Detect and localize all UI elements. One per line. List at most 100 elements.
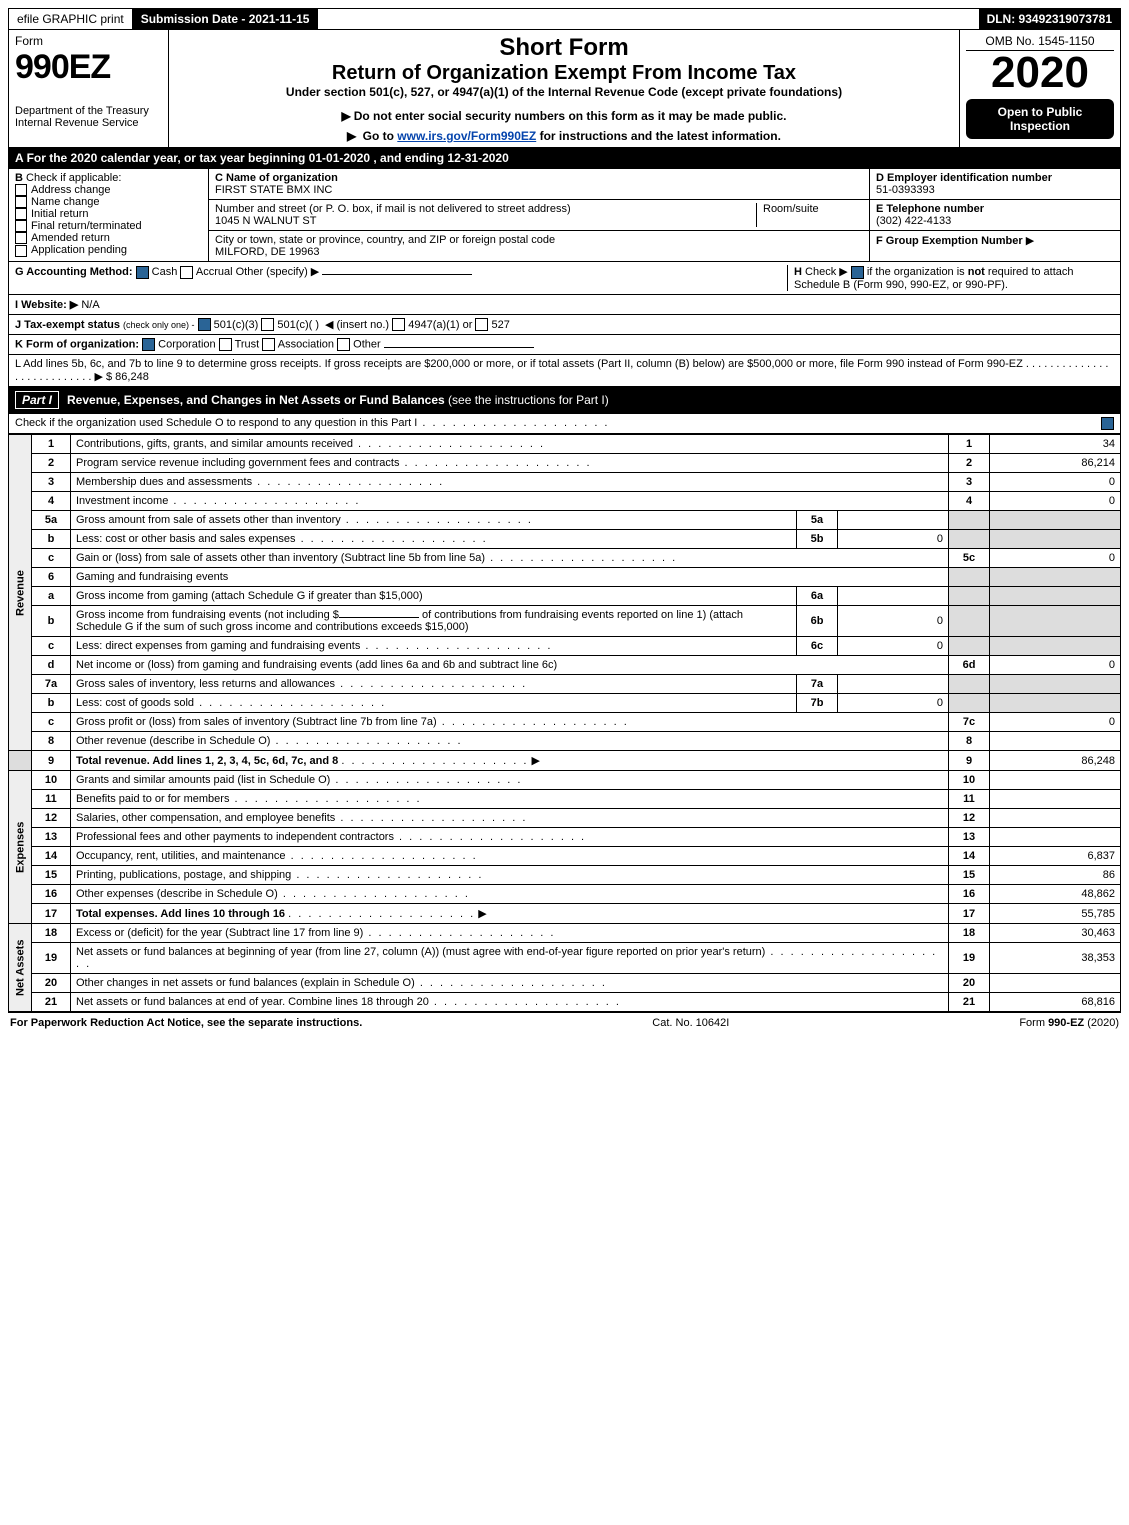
f-arrow: ▶ <box>1026 235 1034 247</box>
table-row: 20Other changes in net assets or fund ba… <box>9 974 1121 993</box>
l5a-shade1 <box>949 511 990 530</box>
l19-num: 19 <box>32 943 71 974</box>
l12-col: 12 <box>949 809 990 828</box>
l2-val: 86,214 <box>990 454 1121 473</box>
h-bold: not <box>968 266 985 278</box>
chk-other-org[interactable] <box>337 338 350 351</box>
g-other: Other (specify) ▶ <box>236 266 320 278</box>
l15-col: 15 <box>949 866 990 885</box>
l12-val <box>990 809 1121 828</box>
ssn-warning: Do not enter social security numbers on … <box>175 109 953 123</box>
opt-address-change: Address change <box>31 184 111 196</box>
l15-desc: Printing, publications, postage, and shi… <box>71 866 949 885</box>
table-row: 14Occupancy, rent, utilities, and mainte… <box>9 847 1121 866</box>
l21-num: 21 <box>32 993 71 1012</box>
l9-val: 86,248 <box>990 751 1121 771</box>
l6b-blank[interactable] <box>339 617 419 618</box>
l6d-desc: Net income or (loss) from gaming and fun… <box>71 656 949 675</box>
line-j: J Tax-exempt status (check only one) - 5… <box>8 315 1121 336</box>
identity-section: B Check if applicable: Address change Na… <box>8 169 1121 262</box>
chk-application-pending[interactable] <box>15 245 27 257</box>
l7a-desc: Gross sales of inventory, less returns a… <box>71 675 797 694</box>
line-l: L Add lines 5b, 6c, and 7b to line 9 to … <box>8 355 1121 387</box>
chk-trust[interactable] <box>219 338 232 351</box>
box-b-title: Check if applicable: <box>26 172 121 184</box>
l8-desc: Other revenue (describe in Schedule O) <box>71 732 949 751</box>
l10-num: 10 <box>32 771 71 790</box>
l17-num: 17 <box>32 904 71 924</box>
k-other: Other <box>353 339 381 351</box>
period-line-a: A For the 2020 calendar year, or tax yea… <box>8 148 1121 169</box>
j-o3: 4947(a)(1) or <box>408 319 472 331</box>
chk-cash[interactable] <box>136 266 149 279</box>
l7c-val: 0 <box>990 713 1121 732</box>
l2-col: 2 <box>949 454 990 473</box>
l2-desc: Program service revenue including govern… <box>71 454 949 473</box>
chk-527[interactable] <box>475 318 488 331</box>
chk-h[interactable] <box>851 266 864 279</box>
l20-desc: Other changes in net assets or fund bala… <box>71 974 949 993</box>
j-o2: 501(c)( ) <box>277 319 319 331</box>
l8-num: 8 <box>32 732 71 751</box>
period-text: For the 2020 calendar year, or tax year … <box>27 151 509 165</box>
chk-501c[interactable] <box>261 318 274 331</box>
k-corp: Corporation <box>158 339 215 351</box>
l5b-desc: Less: cost or other basis and sales expe… <box>71 530 797 549</box>
chk-4947[interactable] <box>392 318 405 331</box>
form-id-cell: Form 990EZ Department of the Treasury In… <box>9 30 169 147</box>
chk-final-return[interactable] <box>15 220 27 232</box>
box-def: D Employer identification number 51-0393… <box>870 169 1120 261</box>
l6a-num: a <box>32 587 71 606</box>
l18-desc: Excess or (deficit) for the year (Subtra… <box>71 924 949 943</box>
l5c-num: c <box>32 549 71 568</box>
l6a-desc: Gross income from gaming (attach Schedul… <box>71 587 797 606</box>
subtitle: Under section 501(c), 527, or 4947(a)(1)… <box>175 85 953 99</box>
line-h: H Check ▶ if the organization is not req… <box>787 265 1114 291</box>
chk-address-change[interactable] <box>15 184 27 196</box>
goto-link[interactable]: www.irs.gov/Form990EZ <box>397 129 536 143</box>
phone-value: (302) 422-4133 <box>876 215 951 227</box>
l5b-sn: 5b <box>797 530 838 549</box>
l17-col: 17 <box>949 904 990 924</box>
l10-val <box>990 771 1121 790</box>
chk-schedule-o[interactable] <box>1101 417 1114 430</box>
chk-name-change[interactable] <box>15 196 27 208</box>
table-row: cGross profit or (loss) from sales of in… <box>9 713 1121 732</box>
footer-right-pre: Form <box>1019 1017 1048 1029</box>
k-other-input[interactable] <box>384 347 534 348</box>
l3-val: 0 <box>990 473 1121 492</box>
l5a-num: 5a <box>32 511 71 530</box>
l14-desc: Occupancy, rent, utilities, and maintena… <box>71 847 949 866</box>
table-row: 19Net assets or fund balances at beginni… <box>9 943 1121 974</box>
page-footer: For Paperwork Reduction Act Notice, see … <box>8 1012 1121 1033</box>
main-title: Return of Organization Exempt From Incom… <box>175 62 953 85</box>
form-label: Form <box>15 34 162 48</box>
chk-accrual[interactable] <box>180 266 193 279</box>
l6a-sn: 6a <box>797 587 838 606</box>
part1-check-line: Check if the organization used Schedule … <box>8 414 1121 434</box>
footer-right-post: (2020) <box>1084 1017 1119 1029</box>
chk-corp[interactable] <box>142 338 155 351</box>
expenses-tab: Expenses <box>9 771 32 924</box>
open-public-badge: Open to Public Inspection <box>966 99 1114 139</box>
l6c-num: c <box>32 637 71 656</box>
l6-shade2 <box>990 568 1121 587</box>
insert-arrow-icon <box>322 319 336 331</box>
chk-501c3[interactable] <box>198 318 211 331</box>
l6b-desc: Gross income from fundraising events (no… <box>71 606 797 637</box>
chk-initial-return[interactable] <box>15 208 27 220</box>
footer-left: For Paperwork Reduction Act Notice, see … <box>10 1017 362 1029</box>
table-row: 12Salaries, other compensation, and empl… <box>9 809 1121 828</box>
chk-assoc[interactable] <box>262 338 275 351</box>
chk-amended-return[interactable] <box>15 232 27 244</box>
top-bar: efile GRAPHIC print Submission Date - 20… <box>8 8 1121 30</box>
l3-col: 3 <box>949 473 990 492</box>
l13-desc: Professional fees and other payments to … <box>71 828 949 847</box>
g-other-input[interactable] <box>322 274 472 275</box>
part1-tag: Part I <box>15 391 59 409</box>
l10-col: 10 <box>949 771 990 790</box>
goto-arrow-icon <box>347 129 359 143</box>
efile-label: efile GRAPHIC print <box>9 9 133 29</box>
l7b-shade1 <box>949 694 990 713</box>
l7a-sv <box>838 675 949 694</box>
